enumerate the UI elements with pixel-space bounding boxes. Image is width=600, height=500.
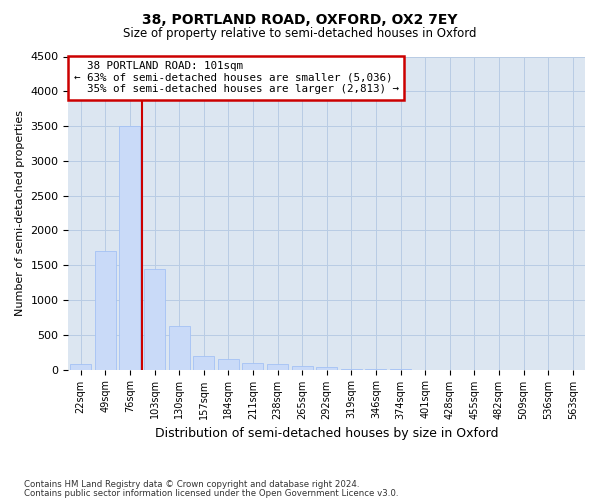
Bar <box>95 252 116 370</box>
Bar <box>218 359 239 370</box>
Text: Contains HM Land Registry data © Crown copyright and database right 2024.: Contains HM Land Registry data © Crown c… <box>24 480 359 489</box>
Bar <box>341 369 362 370</box>
Bar <box>292 366 313 370</box>
Text: Contains public sector information licensed under the Open Government Licence v3: Contains public sector information licen… <box>24 489 398 498</box>
Bar <box>242 362 263 370</box>
Bar <box>193 356 214 370</box>
Bar <box>316 368 337 370</box>
Bar <box>267 364 288 370</box>
Text: 38 PORTLAND ROAD: 101sqm
← 63% of semi-detached houses are smaller (5,036)
  35%: 38 PORTLAND ROAD: 101sqm ← 63% of semi-d… <box>74 61 398 94</box>
Text: Size of property relative to semi-detached houses in Oxford: Size of property relative to semi-detach… <box>123 28 477 40</box>
Bar <box>119 126 140 370</box>
Bar <box>169 326 190 370</box>
Text: 38, PORTLAND ROAD, OXFORD, OX2 7EY: 38, PORTLAND ROAD, OXFORD, OX2 7EY <box>142 12 458 26</box>
Y-axis label: Number of semi-detached properties: Number of semi-detached properties <box>15 110 25 316</box>
Bar <box>144 268 165 370</box>
Bar <box>70 364 91 370</box>
X-axis label: Distribution of semi-detached houses by size in Oxford: Distribution of semi-detached houses by … <box>155 427 499 440</box>
